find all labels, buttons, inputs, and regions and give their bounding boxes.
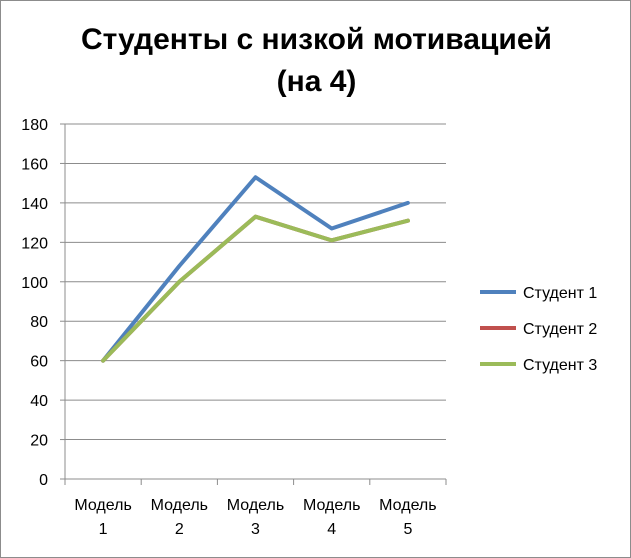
axes	[60, 123, 447, 485]
x-tick-label-line: Модель	[379, 497, 436, 514]
x-tick-label-line: Модель	[303, 497, 360, 514]
y-tick-label: 40	[30, 393, 48, 410]
series-lines	[101, 175, 410, 363]
x-tick-label-line: 1	[99, 521, 108, 538]
legend-label: Студент 2	[523, 321, 597, 338]
chart-title-line-2: (на 4)	[276, 65, 357, 98]
y-tick-label: 80	[30, 314, 48, 331]
y-tick-label: 100	[21, 275, 48, 292]
legend: Студент 1 Студент 2 Студент 3	[480, 285, 597, 374]
x-tick-label: Модель 1	[74, 497, 131, 538]
x-tick-label: Модель 2	[151, 497, 208, 538]
gridlines	[65, 123, 446, 441]
y-axis-tick-labels: 0 20 40 60 80 100 120 140 160 180	[21, 117, 48, 489]
x-tick-label-line: Модель	[74, 497, 131, 514]
y-tick-label: 140	[21, 196, 48, 213]
series-line-2	[101, 214, 410, 363]
y-tick-label: 60	[30, 354, 48, 371]
x-axis-tick-labels: Модель 1 Модель 2 Модель 3 Модель 4 Модель 5	[74, 497, 436, 538]
x-tick-label-line: 5	[403, 521, 412, 538]
x-tick-label-line: 3	[251, 521, 260, 538]
x-tick-label: Модель 5	[379, 497, 436, 538]
chart-title: Студенты с низкой мотивацией (на 4)	[1, 19, 631, 103]
y-tick-label: 180	[21, 117, 48, 134]
y-tick-label: 20	[30, 433, 48, 450]
x-tick-label-line: 4	[327, 521, 336, 538]
series-line-3	[101, 214, 410, 363]
chart-title-line-1: Студенты с низкой мотивацией	[80, 23, 552, 56]
y-tick-label: 120	[21, 235, 48, 252]
x-tick-label-line: 2	[175, 521, 184, 538]
x-tick-label-line: Модель	[227, 497, 284, 514]
series-line-1	[101, 175, 410, 363]
legend-label: Студент 1	[523, 285, 597, 302]
y-tick-label: 160	[21, 156, 48, 173]
x-tick-label: Модель 3	[227, 497, 284, 538]
x-tick-label: Модель 4	[303, 497, 360, 538]
y-tick-label: 0	[39, 472, 48, 489]
legend-label: Студент 3	[523, 357, 597, 374]
x-tick-label-line: Модель	[151, 497, 208, 514]
